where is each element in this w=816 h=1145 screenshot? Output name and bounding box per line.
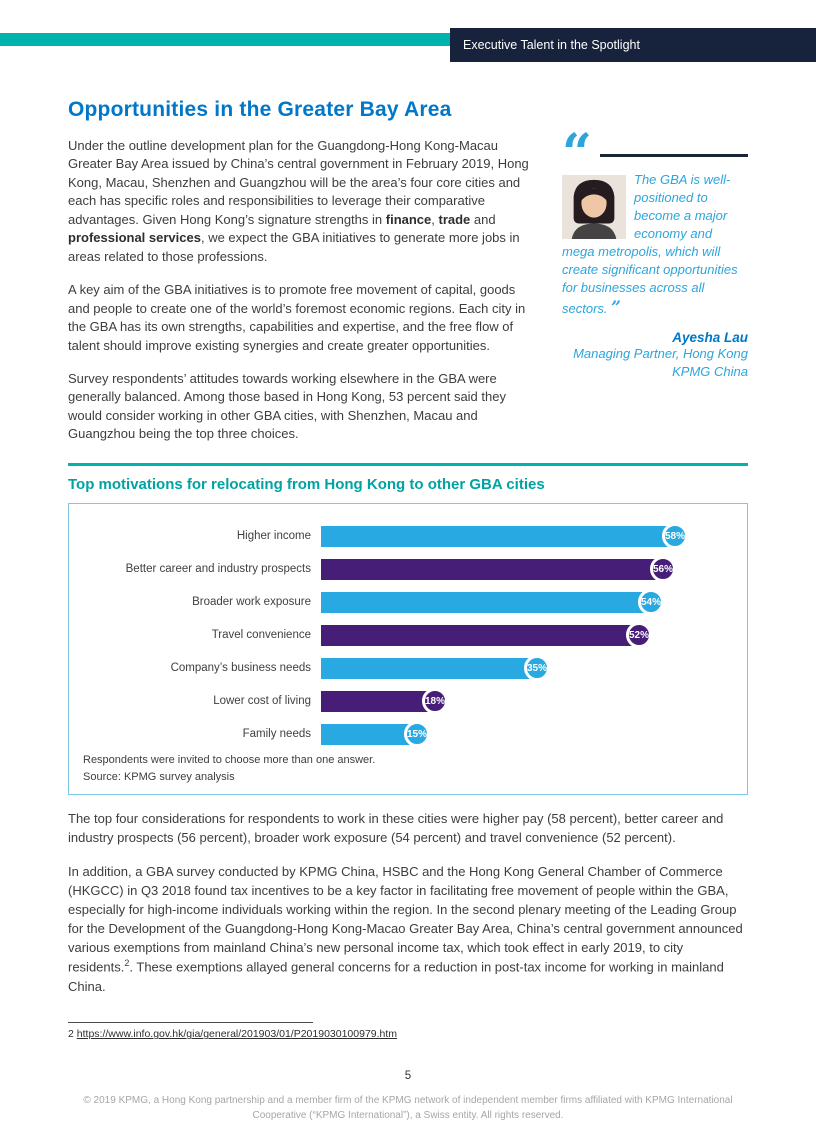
footnote-number: 2: [68, 1028, 74, 1041]
paragraph-3: Survey respondents’ attitudes towards wo…: [68, 370, 506, 442]
article: Opportunities in the Greater Bay Area Un…: [68, 98, 748, 1040]
quote-author-org: KPMG China: [672, 363, 748, 379]
chart-value-badge: 52%: [626, 622, 652, 649]
chart-bar-track: 56%: [321, 556, 733, 583]
paragraph-2: A key aim of the GBA initiatives is to p…: [68, 282, 526, 353]
header-banner: Executive Talent in the Spotlight: [450, 28, 816, 62]
author-photo: [562, 175, 626, 239]
header-banner-title: Executive Talent in the Spotlight: [463, 38, 640, 52]
chart-category-label: Better career and industry prospects: [125, 563, 311, 576]
chart-category-label: Lower cost of living: [213, 695, 311, 708]
chart-value-badge: 18%: [422, 688, 448, 715]
pull-quote: “ The GBA is well-positioned to become: [562, 123, 748, 459]
chart-bar: [321, 690, 429, 712]
bold-text: trade: [438, 211, 471, 227]
chart-category-label: Broader work exposure: [192, 596, 311, 609]
chart-bar: [321, 624, 633, 646]
chart-row: Travel convenience 52%: [83, 619, 733, 652]
chart-source: Source: KPMG survey analysis: [83, 770, 235, 783]
footnote: 2 https://www.info.gov.hk/gia/general/20…: [68, 1028, 748, 1040]
chart-bar-track: 15%: [321, 721, 733, 748]
quote-header: “: [562, 123, 748, 184]
chart-bar: [321, 657, 531, 679]
chart-bar-track: 18%: [321, 688, 733, 715]
page-number: 5: [404, 1070, 412, 1082]
chart-bar-track: 58%: [321, 523, 733, 550]
chart-bar-track: 35%: [321, 655, 733, 682]
chart-value-badge: 56%: [650, 556, 676, 583]
paragraph-5: In addition, a GBA survey conducted by K…: [68, 864, 743, 994]
chart-value-badge: 54%: [638, 589, 664, 616]
quote-text: The GBA is well-positioned to become a m…: [562, 172, 738, 318]
header-teal-strip: [0, 33, 450, 46]
chart-category-label: Family needs: [242, 728, 311, 741]
body-text-column: Under the outline development plan for t…: [68, 137, 538, 459]
footnote-reference: 2: [124, 958, 130, 969]
footnote-block: 2 https://www.info.gov.hk/gia/general/20…: [68, 1022, 748, 1040]
quote-body: The GBA is well-positioned to become a m…: [562, 171, 748, 320]
footnote-divider: [68, 1022, 313, 1024]
copyright-notice: © 2019 KPMG, a Hong Kong partnership and…: [83, 1095, 733, 1121]
chart-value-badge: 35%: [524, 655, 550, 682]
chart-bar: [321, 525, 669, 547]
chart-note: Respondents were invited to choose more …: [83, 753, 376, 766]
chart-bar: [321, 723, 411, 745]
bold-text: professional services: [68, 230, 201, 246]
chart-row: Higher income 58%: [83, 520, 733, 553]
chart-bar-track: 52%: [321, 622, 733, 649]
chart-row: Lower cost of living 18%: [83, 685, 733, 718]
chart-category-label: Travel convenience: [211, 629, 311, 642]
footnote-link[interactable]: https://www.info.gov.hk/gia/general/2019…: [76, 1028, 398, 1041]
bar-chart: Higher income 58% Better career and indust…: [68, 502, 748, 796]
quote-divider-line: [599, 154, 748, 157]
chart-row: Better career and industry prospects 56%: [83, 553, 733, 586]
chart-bar: [321, 558, 657, 580]
chart-bar: [321, 591, 645, 613]
chart-row: Family needs 15%: [83, 718, 733, 751]
page-title: Opportunities in the Greater Bay Area: [68, 98, 452, 121]
chart-value-badge: 15%: [404, 721, 430, 748]
section-divider: [68, 462, 748, 466]
quote-author-name: Ayesha Lau: [672, 330, 748, 346]
bold-text: finance: [385, 211, 432, 227]
chart-category-label: Company’s business needs: [170, 662, 311, 675]
open-quote-icon: “: [562, 123, 592, 184]
paragraph-1: Under the outline development plan for t…: [68, 138, 529, 264]
chart-rows: Higher income 58% Better career and indust…: [83, 520, 733, 751]
chart-category-label: Higher income: [236, 530, 311, 543]
close-quote-icon: ”: [611, 297, 621, 318]
chart-row: Company’s business needs 35%: [83, 652, 733, 685]
paragraph-4: The top four considerations for responde…: [68, 811, 724, 846]
chart-row: Broader work exposure 54%: [83, 586, 733, 619]
chart-value-badge: 58%: [662, 523, 688, 550]
intro-section: Under the outline development plan for t…: [68, 123, 748, 459]
quote-author-role: Managing Partner, Hong Kong: [573, 346, 748, 362]
chart-title: Top motivations for relocating from Hong…: [68, 475, 545, 493]
chart-bar-track: 54%: [321, 589, 733, 616]
